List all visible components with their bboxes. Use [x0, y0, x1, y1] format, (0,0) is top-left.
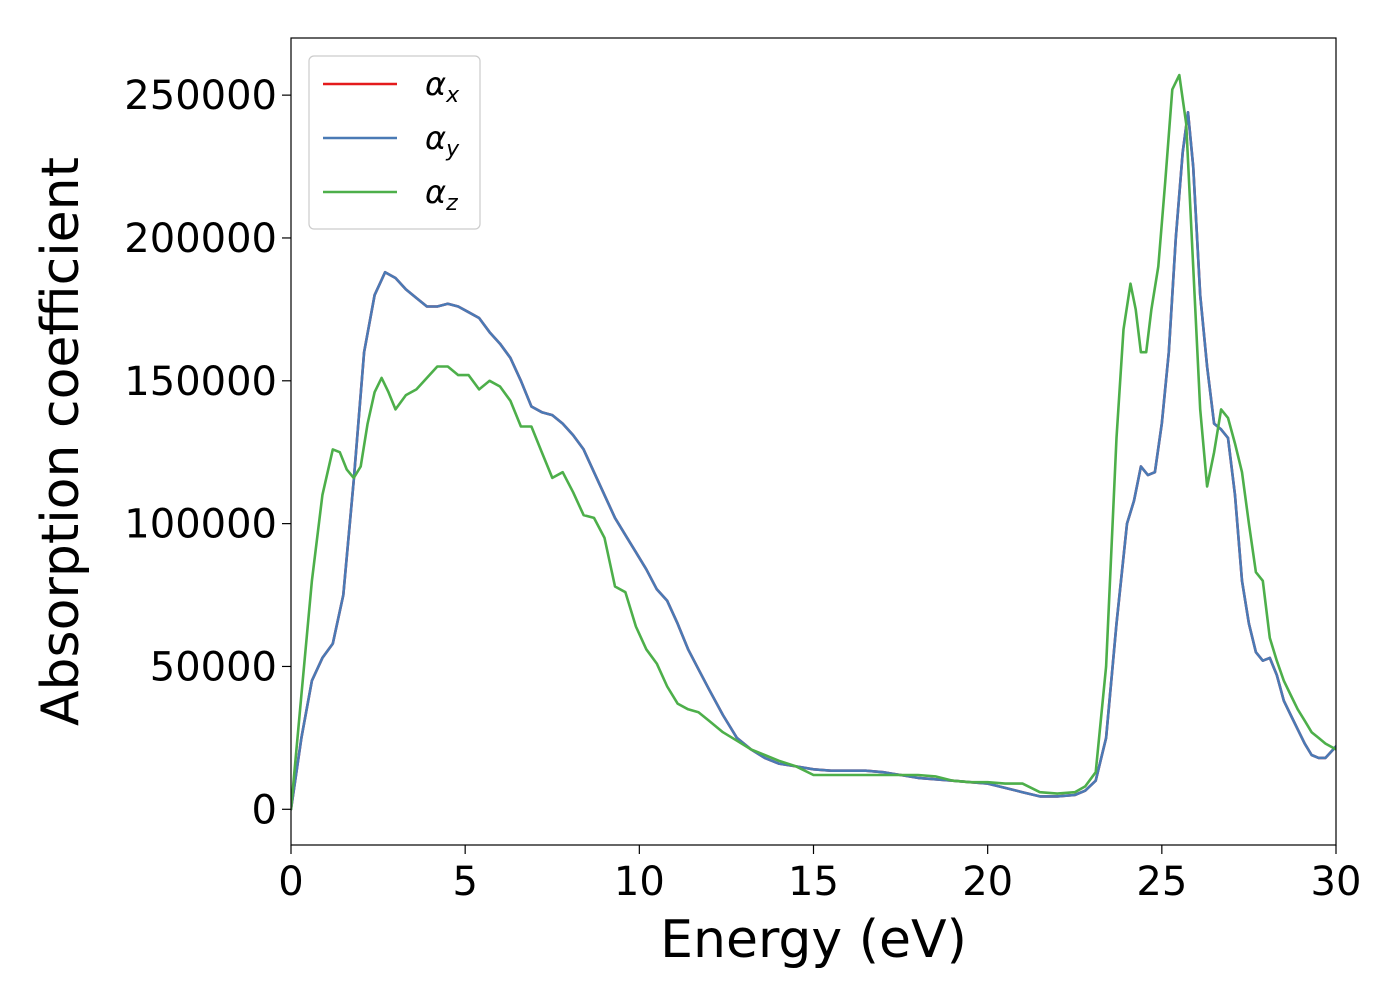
series-line-y — [291, 111, 1336, 811]
x-tick-label: 15 — [788, 859, 839, 905]
legend-label-y: αy — [425, 119, 460, 162]
legend-box — [308, 55, 481, 230]
series-layer — [291, 73, 1336, 811]
x-axis: 0 5 10 15 20 25 30 — [278, 845, 1361, 905]
y-tick-label: 50000 — [150, 644, 277, 690]
y-tick-label: 100000 — [124, 502, 277, 548]
y-axis-title: Absorption coefficient — [31, 157, 91, 726]
y-tick-label: 250000 — [124, 73, 277, 119]
x-tick-label: 20 — [962, 859, 1013, 905]
x-tick-label: 25 — [1136, 859, 1187, 905]
x-tick-label: 5 — [452, 859, 477, 905]
y-tick-label: 150000 — [124, 359, 277, 405]
y-tick-label: 0 — [252, 787, 277, 833]
x-tick-label: 0 — [278, 859, 303, 905]
y-axis: 0 50000 100000 150000 200000 250000 — [124, 73, 291, 833]
legend-label-z: αz — [425, 173, 458, 216]
x-tick-label: 10 — [614, 859, 665, 905]
y-tick-label: 200000 — [124, 216, 277, 262]
legend-label-x: αx — [425, 65, 460, 108]
x-tick-label: 30 — [1311, 859, 1362, 905]
x-axis-title: Energy (eV) — [660, 910, 967, 970]
series-line-z — [291, 73, 1336, 811]
legend: αx αy αz — [308, 55, 481, 230]
